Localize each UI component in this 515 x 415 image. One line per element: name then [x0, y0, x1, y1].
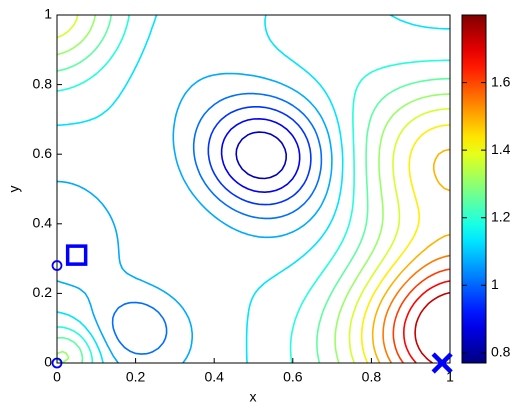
marker-cross	[431, 352, 453, 374]
y-axis-label: y	[6, 186, 22, 193]
contour-line	[57, 15, 450, 363]
x-tick-label: 0.4	[204, 369, 224, 385]
y-tick-label: 1	[44, 6, 52, 22]
marker-square	[65, 244, 88, 266]
contour-line	[220, 118, 301, 193]
contour-line	[57, 15, 450, 363]
contour-lines	[57, 15, 450, 363]
contour-line	[382, 254, 450, 363]
colorbar-tick-label: 0.8	[491, 344, 511, 360]
contour-line	[57, 15, 450, 363]
y-tick-label: 0.4	[33, 215, 53, 231]
x-tick-label: 0.6	[283, 369, 303, 385]
contour-line	[414, 291, 450, 363]
contour-line	[235, 131, 287, 180]
x-axis-label: x	[250, 389, 257, 405]
plot-frame	[56, 14, 451, 364]
y-tick-label: 0.2	[33, 284, 53, 300]
y-tick-label: 0.8	[33, 75, 53, 91]
contour-line	[403, 280, 450, 363]
contour-line	[57, 15, 450, 363]
colorbar-tick-label: 1.2	[491, 208, 511, 224]
contour-line	[57, 72, 333, 363]
colorbar-tick-label: 1.4	[491, 141, 511, 157]
y-tick-label: 0.6	[33, 145, 53, 161]
x-tick-label: 1	[446, 369, 454, 385]
contour-line	[57, 15, 450, 363]
y-tick-label: 0	[44, 354, 52, 370]
contour-line	[371, 148, 450, 363]
marker-circle	[51, 260, 63, 271]
x-tick-label: 0.8	[362, 369, 382, 385]
contour-line	[207, 106, 312, 206]
x-tick-label: 0	[53, 369, 61, 385]
colorbar-tick-label: 1.6	[491, 73, 511, 89]
colorbar-tick-label: 1	[491, 276, 499, 292]
x-tick-label: 0.2	[126, 369, 146, 385]
contour-line	[392, 268, 450, 363]
contour-line	[111, 92, 323, 355]
colorbar	[461, 14, 487, 364]
contour-line	[360, 124, 450, 363]
